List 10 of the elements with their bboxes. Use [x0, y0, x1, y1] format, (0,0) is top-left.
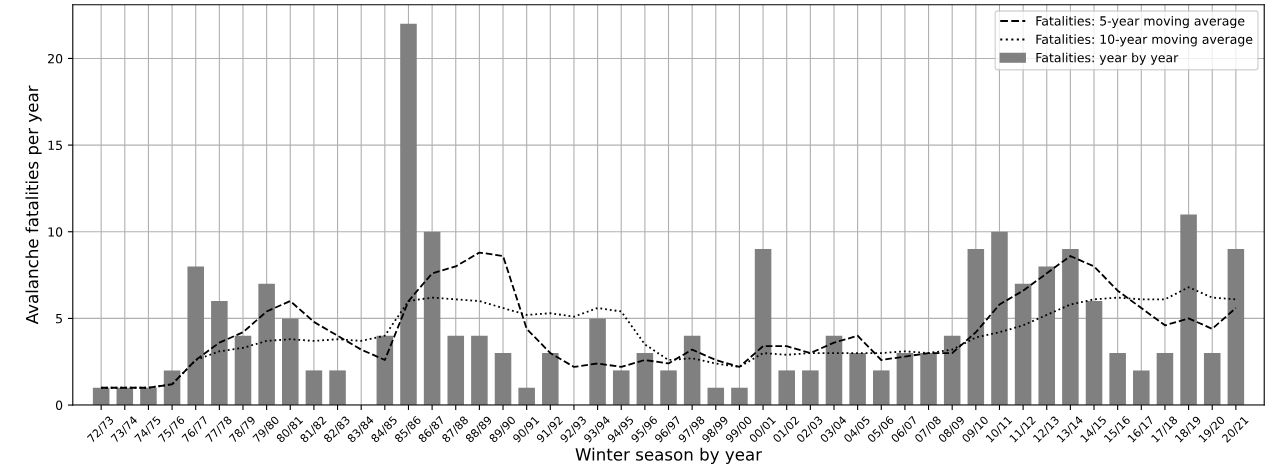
y-axis-title: Avalanche fatalities per year — [25, 85, 42, 325]
y-tick-label: 20 — [48, 53, 63, 64]
legend-label: Fatalities: year by year — [1036, 52, 1179, 65]
x-axis-title: Winter season by year — [575, 447, 763, 464]
legend-label: Fatalities: 10-year moving average — [1036, 34, 1253, 47]
y-tick-label: 15 — [48, 140, 62, 151]
y-tick-label: 0 — [55, 400, 63, 410]
legend-label: Fatalities: 5-year moving average — [1036, 15, 1245, 29]
y-tick-label: 5 — [56, 314, 62, 324]
y-tick-label: 10 — [48, 227, 63, 237]
